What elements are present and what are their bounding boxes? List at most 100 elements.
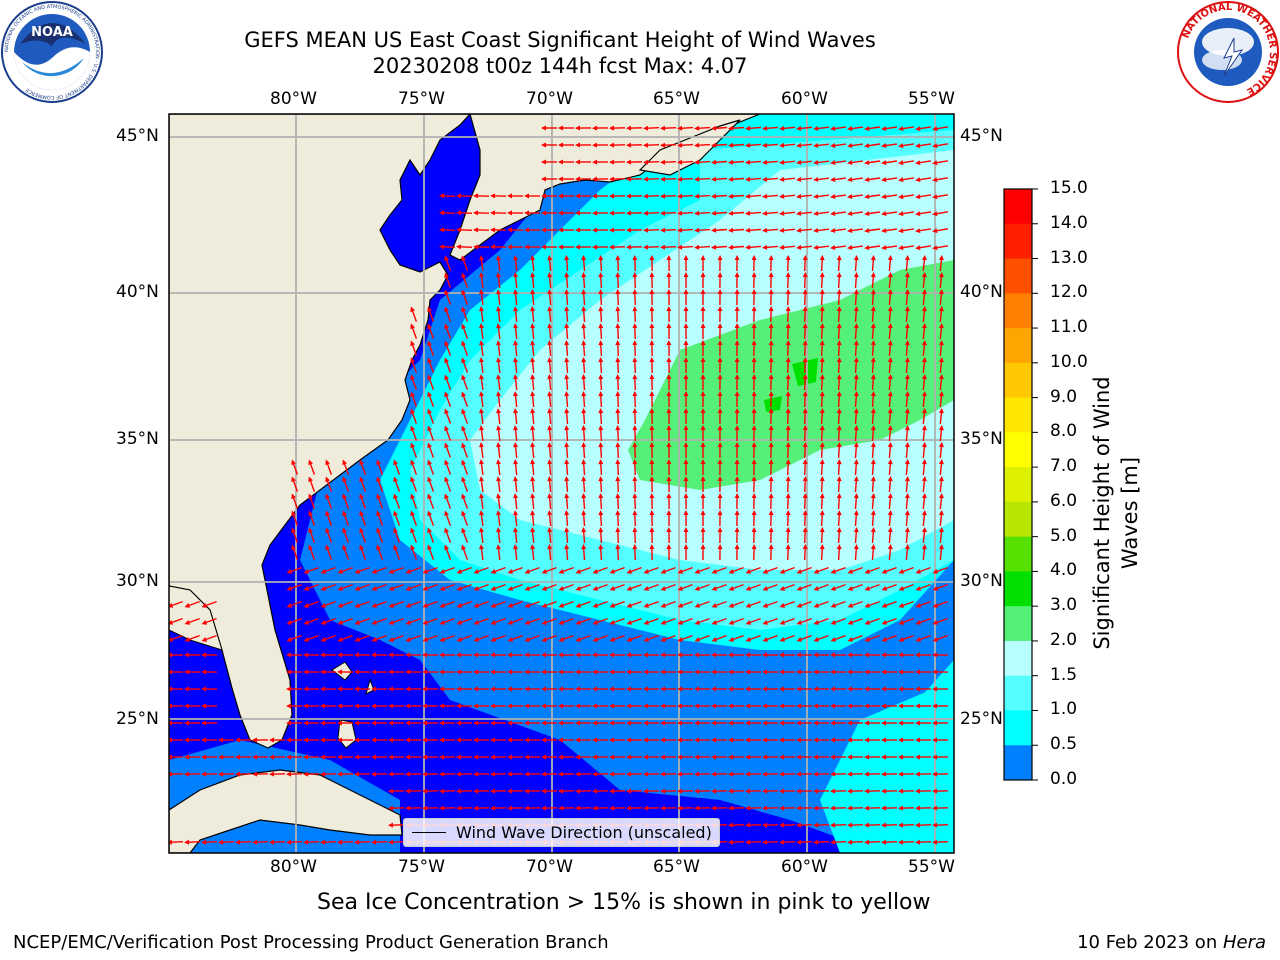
wind-wave-arrowhead <box>830 126 836 131</box>
wind-wave-arrowhead <box>768 476 774 482</box>
wind-wave-arrowhead <box>581 544 587 550</box>
wind-wave-arrowhead <box>649 493 655 499</box>
wind-wave-arrowhead <box>632 357 638 363</box>
wind-wave-arrowhead <box>830 822 836 828</box>
wind-wave-arrowhead <box>479 476 484 482</box>
wind-wave-arrowhead <box>785 340 791 346</box>
wind-wave-arrowhead <box>632 374 638 380</box>
wind-wave-arrowhead <box>479 323 484 329</box>
wind-wave-arrowhead <box>524 620 531 625</box>
wind-wave-arrowhead <box>768 527 774 533</box>
wind-wave-arrowhead <box>371 569 378 574</box>
wind-wave-arrowhead <box>581 442 587 448</box>
wind-wave-arrowhead <box>683 442 689 447</box>
wind-wave-arrowhead <box>649 459 655 465</box>
wind-wave-arrowhead <box>410 527 415 534</box>
wind-wave-arrowhead <box>342 544 347 551</box>
footer-date: 10 Feb 2023 on Hera <box>1077 932 1266 953</box>
wind-wave-arrowhead <box>444 510 449 517</box>
wind-wave-arrowhead <box>853 408 859 414</box>
wind-wave-arrowhead <box>666 476 672 481</box>
wind-wave-arrowhead <box>286 669 291 675</box>
lon-label-top: 80°W <box>270 89 317 109</box>
wind-wave-arrowhead <box>479 255 484 261</box>
wind-wave-arrowhead <box>598 527 604 533</box>
wind-wave-arrowhead <box>632 510 638 516</box>
wind-wave-arrowhead <box>796 720 801 726</box>
wind-wave-arrowhead <box>581 459 587 465</box>
wind-wave-arrowhead <box>938 255 944 261</box>
wind-wave-arrowhead <box>819 357 825 363</box>
wind-wave-arrowhead <box>371 686 376 692</box>
wind-wave-arrowhead <box>541 788 547 794</box>
map-legend: Wind Wave Direction (unscaled) <box>403 818 720 847</box>
wind-wave-arrowhead <box>609 193 615 199</box>
wind-wave-arrowhead <box>745 737 750 743</box>
wind-wave-arrowhead <box>308 476 313 483</box>
wind-wave-arrowhead <box>819 391 825 397</box>
wind-wave-arrowhead <box>711 754 716 760</box>
wind-wave-arrowhead <box>439 620 446 625</box>
wind-wave-arrowhead <box>564 272 570 278</box>
wind-wave-arrowhead <box>830 586 837 591</box>
wind-wave-arrowhead <box>609 737 614 743</box>
wind-wave-arrowhead <box>524 569 531 574</box>
wind-wave-arrowhead <box>830 720 835 726</box>
wind-wave-arrowhead <box>796 771 802 777</box>
wind-wave-arrowhead <box>847 586 854 591</box>
wind-wave-arrowhead <box>479 493 484 499</box>
land-us-east-coast <box>169 114 471 749</box>
wind-wave-arrowhead <box>393 493 398 500</box>
wind-wave-arrowhead <box>575 227 580 233</box>
wind-wave-arrowhead <box>575 159 580 165</box>
wind-wave-arrowhead <box>615 408 621 414</box>
wind-wave-arrowhead <box>921 527 927 533</box>
wind-wave-arrowhead <box>836 527 842 533</box>
colorbar-tick-label: 6.0 <box>1050 490 1078 511</box>
wind-wave-arrowhead <box>524 754 529 760</box>
wind-wave-arrowhead <box>836 255 842 261</box>
wind-wave-arrowhead <box>201 669 206 675</box>
wind-wave-arrowhead <box>830 788 836 794</box>
wind-wave-arrowhead <box>660 227 666 233</box>
wind-wave-arrowhead <box>728 669 733 675</box>
wind-wave-arrowhead <box>169 771 173 777</box>
wind-wave-arrowhead <box>666 289 672 294</box>
wind-wave-arrowhead <box>932 669 937 675</box>
wind-wave-arrowhead <box>564 527 570 533</box>
lat-label-right: 40°N <box>960 282 1003 302</box>
wind-wave-arrowhead <box>932 228 938 234</box>
wind-wave-arrowhead <box>802 391 808 397</box>
wind-wave-arrowhead <box>427 459 432 466</box>
wind-wave-arrowhead <box>461 442 466 449</box>
wind-wave-arrowhead <box>762 652 767 658</box>
wind-wave-arrowhead <box>745 771 751 777</box>
wind-wave-arrowhead <box>530 306 536 312</box>
wind-wave-arrows <box>169 125 949 845</box>
wind-wave-arrowhead <box>547 306 553 312</box>
wind-wave-arrowhead <box>887 289 893 295</box>
wind-wave-arrowhead <box>337 620 344 625</box>
wind-wave-arrowhead <box>717 510 723 515</box>
wind-wave-arrowhead <box>439 805 445 811</box>
wind-wave-arrowhead <box>734 289 740 294</box>
wind-wave-arrowhead <box>479 544 484 550</box>
wind-wave-arrowhead <box>802 374 808 380</box>
wind-wave-arrowhead <box>683 391 689 396</box>
wind-wave-arrowhead <box>666 374 672 379</box>
wind-wave-arrowhead <box>564 340 570 346</box>
wind-wave-arrowhead <box>915 839 921 845</box>
wind-wave-arrowhead <box>938 425 944 431</box>
wind-wave-arrowhead <box>325 493 330 500</box>
wind-wave-arrowhead <box>530 374 536 380</box>
wind-wave-arrowhead <box>694 637 701 642</box>
wind-wave-arrowhead <box>717 544 723 549</box>
wind-wave-arrowhead <box>711 227 717 233</box>
wind-wave-arrowhead <box>575 652 580 658</box>
wind-wave-arrowhead <box>751 340 757 346</box>
wind-wave-arrowhead <box>887 272 893 278</box>
wind-wave-arrowhead <box>541 193 546 199</box>
wind-wave-arrowhead <box>762 210 768 216</box>
wind-wave-arrowhead <box>864 603 871 608</box>
wind-wave-arrowhead <box>371 603 378 608</box>
